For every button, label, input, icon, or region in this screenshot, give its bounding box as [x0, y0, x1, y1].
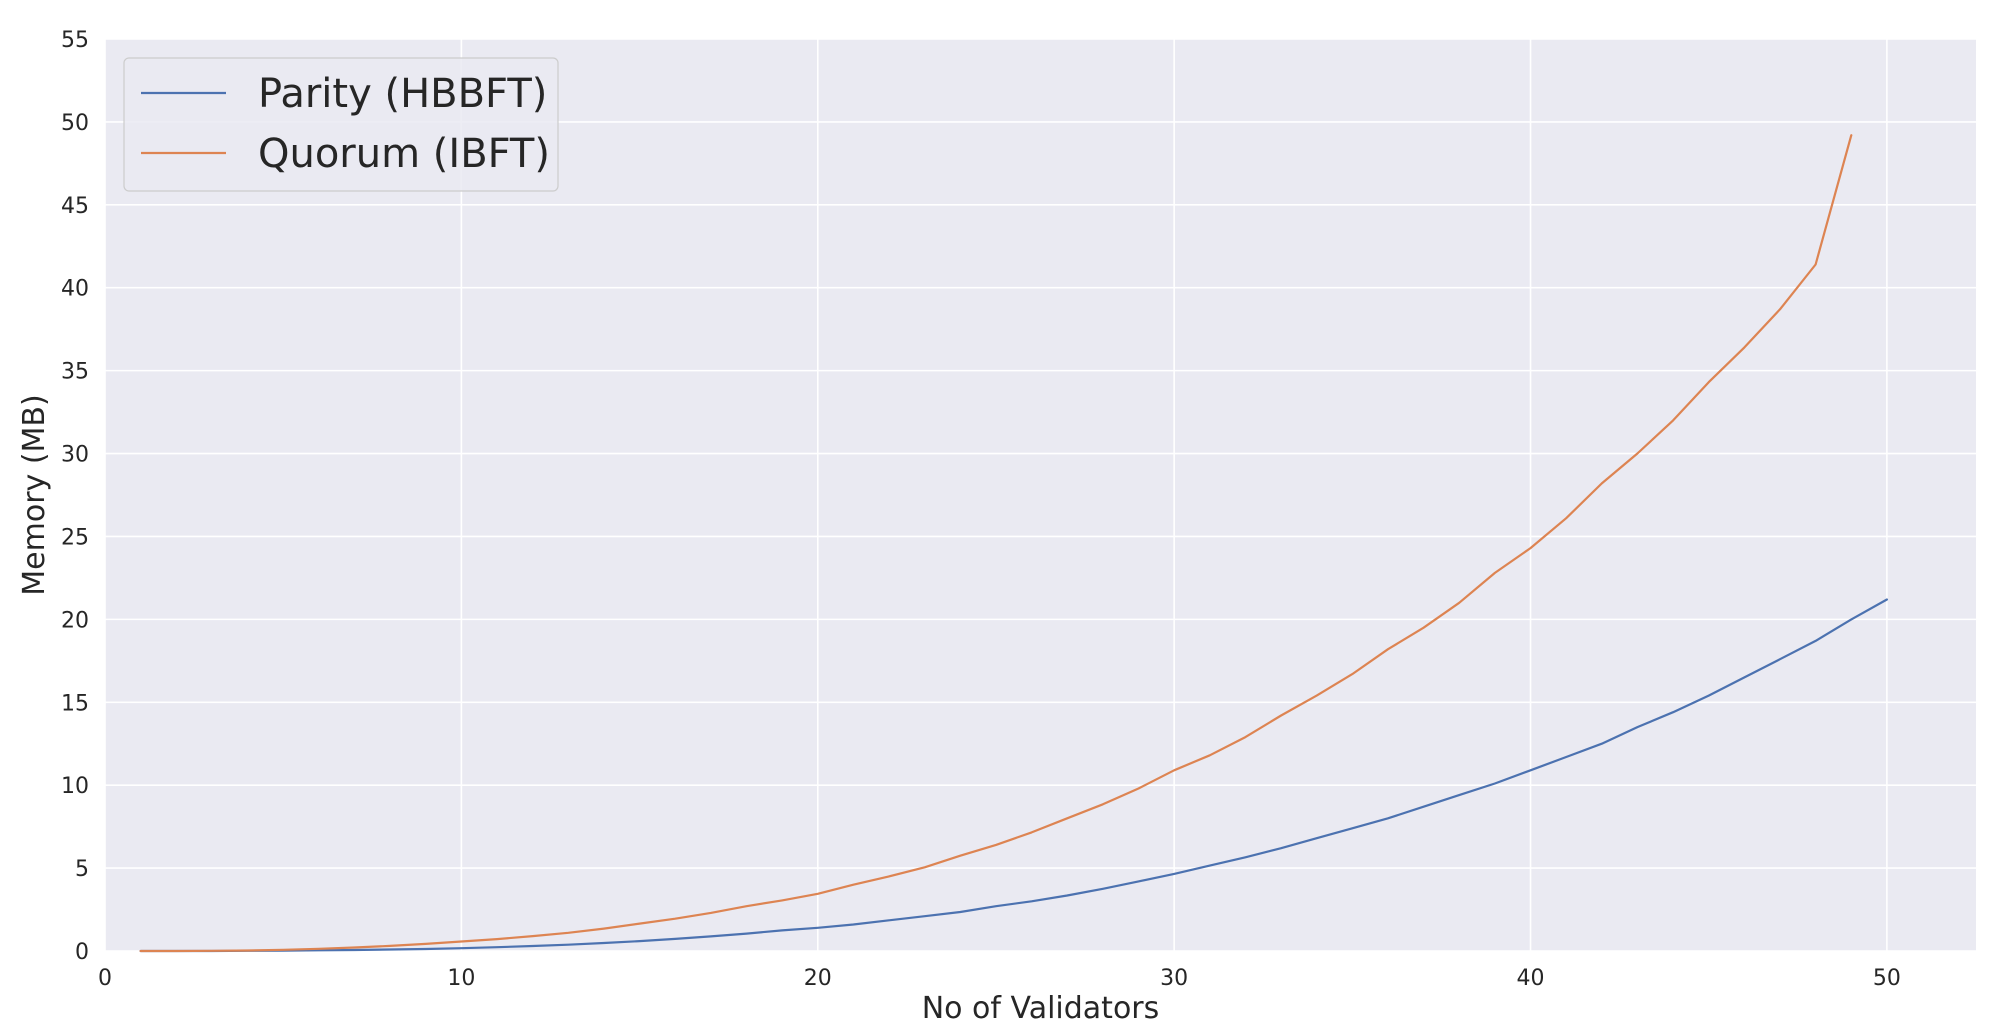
y-tick-label: 50: [61, 111, 89, 136]
x-tick-label: 0: [98, 966, 112, 991]
y-tick-label: 55: [61, 28, 89, 53]
x-tick-labels: 0 10 20 30 40 50: [98, 966, 1901, 991]
y-gridlines: [105, 38, 1976, 952]
y-tick-label: 40: [61, 277, 89, 302]
series-line-1: [139, 134, 1853, 953]
y-tick-label: 5: [75, 857, 89, 882]
x-axis-title: No of Validators: [922, 991, 1160, 1026]
y-tick-label: 15: [61, 691, 89, 716]
y-tick-label: 25: [61, 525, 89, 550]
series-lines: [139, 134, 1889, 953]
y-tick-label: 0: [75, 940, 89, 965]
legend-label-0: Parity (HBBFT): [258, 71, 547, 117]
legend-box: [123, 57, 559, 192]
y-tick-label: 35: [61, 360, 89, 385]
y-axis-title: Memory (MB): [17, 394, 52, 595]
legend: Parity (HBBFT) Quorum (IBFT): [123, 57, 559, 192]
y-tick-label: 20: [61, 608, 89, 633]
x-tick-label: 20: [804, 966, 832, 991]
x-tick-label: 30: [1160, 966, 1188, 991]
x-tick-label: 40: [1517, 966, 1545, 991]
series-line-0: [139, 598, 1889, 953]
y-tick-label: 10: [61, 774, 89, 799]
x-tick-label: 10: [447, 966, 475, 991]
x-tick-label: 50: [1873, 966, 1901, 991]
legend-items: Parity (HBBFT) Quorum (IBFT): [141, 71, 550, 177]
y-tick-labels: 0 5 10 15 20 25 30 35 40 45 50 55: [61, 28, 89, 965]
y-tick-label: 45: [61, 194, 89, 219]
y-tick-label: 30: [61, 443, 89, 468]
legend-label-1: Quorum (IBFT): [258, 131, 550, 177]
